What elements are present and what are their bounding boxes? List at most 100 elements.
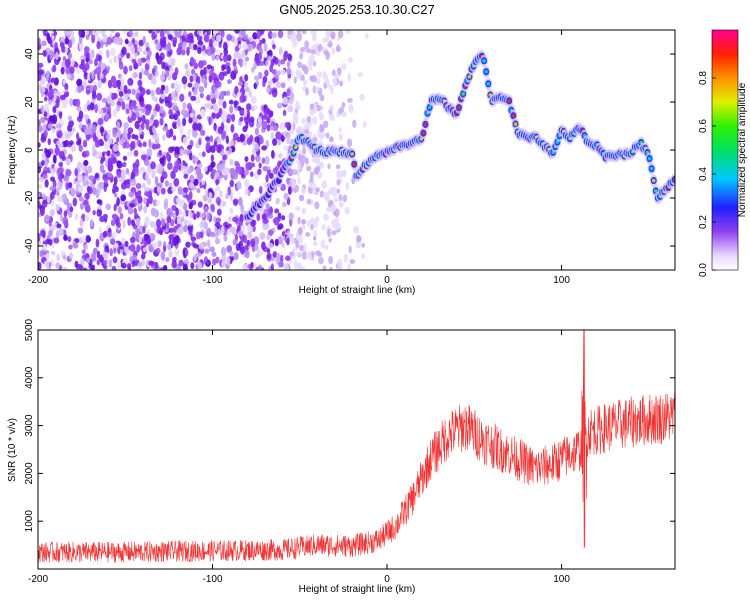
noise-speck [289, 91, 295, 101]
noise-speck [102, 252, 108, 259]
noise-speck [116, 197, 120, 206]
noise-speck [250, 238, 256, 248]
noise-speck [249, 162, 256, 168]
noise-speck [123, 121, 129, 130]
noise-speck [63, 91, 69, 97]
noise-speck [137, 79, 143, 87]
noise-speck [319, 162, 324, 169]
noise-speck [121, 170, 127, 179]
noise-speck [226, 258, 231, 267]
x-tick-label: -200 [28, 574, 48, 585]
noise-speck [77, 138, 82, 145]
y-tick-label: 0 [24, 147, 35, 153]
noise-speck [146, 59, 151, 65]
noise-speck [347, 72, 352, 82]
noise-speck [125, 168, 130, 175]
noise-speck [222, 200, 227, 207]
noise-speck [131, 112, 137, 121]
spectrogram-ylabel: Frequency (Hz) [7, 116, 18, 185]
noise-speck [254, 136, 260, 143]
noise-speck [131, 58, 137, 64]
noise-speck [79, 63, 85, 70]
noise-speck [200, 129, 206, 136]
noise-speck [62, 98, 67, 107]
noise-speck [296, 262, 302, 270]
noise-speck [182, 101, 187, 110]
noise-speck [301, 218, 306, 225]
noise-speck [145, 239, 152, 244]
noise-speck [123, 65, 128, 75]
noise-speck [118, 37, 123, 46]
noise-speck [59, 213, 64, 222]
noise-speck [270, 132, 275, 140]
noise-speck [229, 250, 234, 257]
noise-speck [91, 34, 96, 44]
noise-speck [111, 157, 118, 164]
noise-speck [179, 199, 184, 208]
noise-speck [330, 31, 336, 40]
noise-speck [49, 115, 53, 122]
noise-speck [165, 129, 172, 139]
noise-speck [285, 132, 291, 139]
noise-speck [122, 92, 129, 101]
noise-speck [69, 59, 75, 67]
noise-speck [106, 36, 113, 45]
noise-speck [365, 32, 369, 39]
noise-speck [64, 83, 69, 91]
noise-speck [234, 160, 240, 167]
noise-speck [226, 245, 233, 253]
noise-speck [38, 176, 45, 182]
noise-speck [199, 212, 206, 219]
noise-speck [96, 40, 101, 50]
noise-speck [150, 78, 157, 85]
noise-speck [128, 102, 135, 111]
noise-speck [103, 140, 109, 150]
y-tick-label: -40 [24, 238, 35, 253]
noise-speck [64, 58, 71, 68]
noise-speck [42, 49, 47, 57]
noise-speck [98, 108, 104, 115]
noise-speck [286, 230, 291, 238]
noise-speck [138, 39, 144, 47]
noise-speck [216, 34, 222, 43]
y-tick-label: 3000 [24, 414, 35, 437]
noise-speck [147, 49, 152, 58]
noise-speck [289, 235, 294, 242]
noise-speck [147, 104, 152, 112]
noise-speck [110, 238, 116, 245]
noise-speck [84, 214, 90, 222]
noise-speck [175, 207, 179, 217]
noise-speck [277, 30, 284, 39]
noise-speck [263, 42, 268, 52]
noise-speck [331, 219, 337, 228]
noise-speck [258, 186, 263, 195]
noise-speck [186, 134, 191, 140]
noise-speck [250, 262, 254, 269]
noise-speck [105, 203, 112, 210]
noise-speck [168, 109, 174, 116]
noise-speck [205, 259, 211, 267]
ridge-peak [649, 166, 654, 171]
noise-speck [306, 220, 311, 228]
noise-speck [155, 199, 160, 206]
noise-speck [218, 190, 223, 197]
noise-speck [62, 216, 69, 226]
noise-speck [112, 256, 118, 264]
noise-speck [102, 213, 108, 220]
noise-speck [70, 146, 76, 152]
noise-speck [284, 255, 291, 261]
ridge-peak [647, 156, 652, 161]
noise-speck [227, 186, 232, 196]
noise-speck [103, 178, 109, 184]
noise-speck [353, 225, 360, 234]
noise-speck [180, 49, 186, 56]
noise-speck [132, 71, 138, 79]
noise-speck [133, 149, 139, 157]
noise-speck [190, 58, 197, 66]
noise-speck [149, 246, 154, 253]
noise-speck [85, 236, 92, 243]
ridge-peak [507, 99, 512, 103]
noise-speck [105, 65, 111, 71]
noise-speck [52, 105, 57, 114]
noise-speck [326, 206, 332, 213]
